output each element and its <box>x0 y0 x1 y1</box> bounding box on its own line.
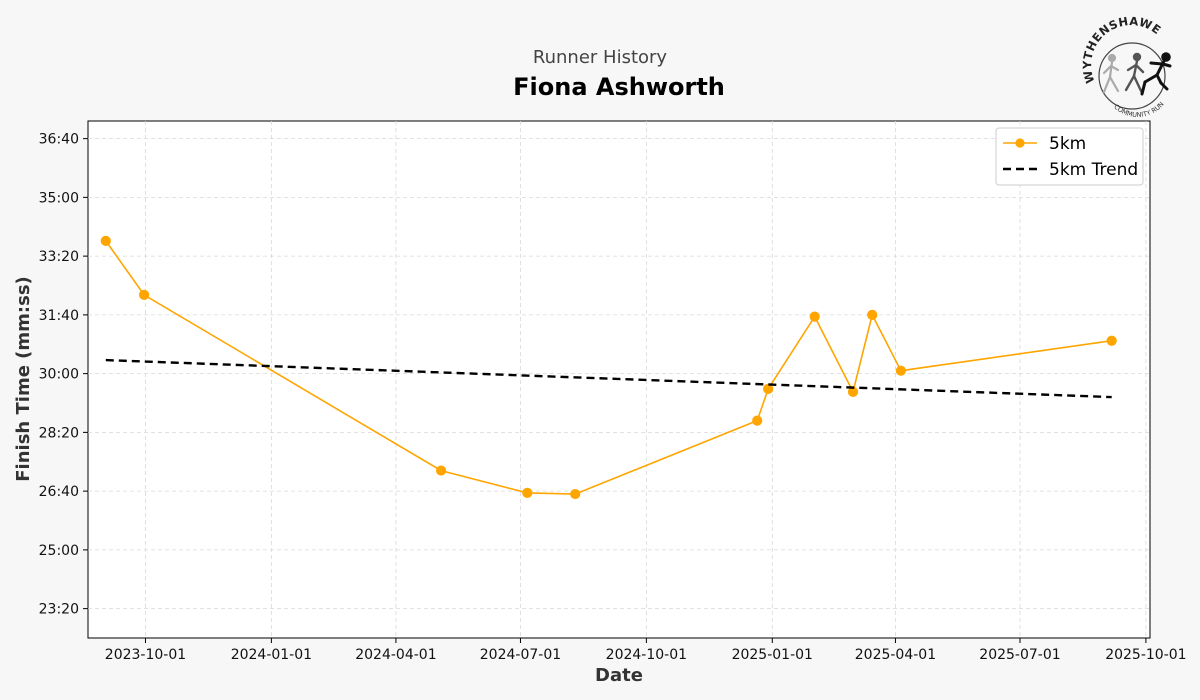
y-tick-label: 33:20 <box>39 249 79 265</box>
y-tick-label: 30:00 <box>39 367 79 383</box>
series-line <box>105 240 1112 495</box>
data-point <box>809 311 820 322</box>
data-point <box>867 309 878 320</box>
x-tick-label: 2024-04-01 <box>355 647 436 663</box>
series-layer <box>100 235 1117 500</box>
data-point <box>435 465 447 476</box>
x-tick-label: 2025-04-01 <box>855 647 936 663</box>
grid <box>88 121 1150 638</box>
trend-line <box>105 358 1112 399</box>
y-tick-label: 31:40 <box>39 308 79 324</box>
y-tick-label: 28:20 <box>39 425 79 441</box>
data-point <box>895 365 907 376</box>
data-point <box>100 235 111 246</box>
x-tick-label: 2024-07-01 <box>480 647 561 663</box>
legend-marker <box>1015 138 1025 148</box>
logo-subtitle: COMMUNITY RUN <box>1112 100 1165 119</box>
data-point <box>139 289 150 300</box>
chart-suptitle: Runner History <box>533 47 668 68</box>
x-axis-label: Date <box>595 665 643 686</box>
data-point <box>570 488 581 500</box>
axes: 2023-10-01 2024-01-01 2024-04-01 2024-07-01… <box>39 132 1187 663</box>
y-tick-label: 25:00 <box>39 543 79 559</box>
legend-label: 5km <box>1049 134 1086 154</box>
x-tick-label: 2025-01-01 <box>732 647 813 663</box>
runner-figures-icon <box>1102 52 1172 96</box>
y-tick-label: 35:00 <box>39 190 79 206</box>
x-tick-label: 2025-10-01 <box>1105 647 1186 663</box>
data-point <box>763 383 774 394</box>
y-tick-label: 23:20 <box>39 602 79 618</box>
x-tick-label: 2024-01-01 <box>231 647 312 663</box>
x-tick-label: 2023-10-01 <box>105 647 186 663</box>
x-tick-label: 2025-07-01 <box>979 647 1060 663</box>
x-tick-label: 2024-10-01 <box>606 647 687 663</box>
y-tick-label: 26:40 <box>39 484 79 500</box>
wythenshawe-logo: WYTHENSHAWE COMMUNITY RUN <box>1080 14 1172 119</box>
legend-label: 5km Trend <box>1049 160 1138 180</box>
legend: 5km 5km Trend <box>995 127 1144 186</box>
chart-title: Fiona Ashworth <box>513 73 725 101</box>
data-point <box>752 415 763 426</box>
y-tick-label: 36:40 <box>39 132 79 148</box>
data-point <box>1106 335 1117 346</box>
y-axis-label: Finish Time (mm:ss) <box>13 276 34 482</box>
data-point <box>522 487 533 498</box>
